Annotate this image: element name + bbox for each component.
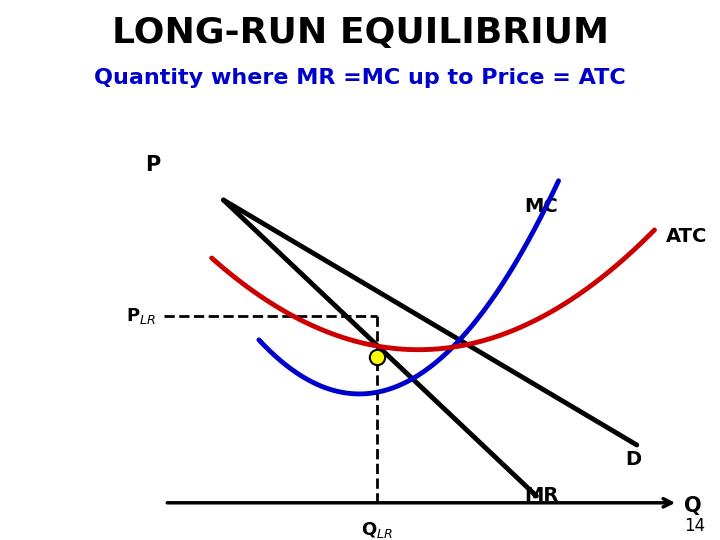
Text: LONG-RUN EQUILIBRIUM: LONG-RUN EQUILIBRIUM — [112, 16, 608, 50]
Text: MC: MC — [524, 197, 558, 215]
Text: 14: 14 — [685, 517, 706, 535]
Text: P: P — [145, 154, 161, 174]
Text: P$_{LR}$: P$_{LR}$ — [125, 306, 156, 326]
Text: MR: MR — [525, 486, 559, 505]
Text: Quantity where MR =MC up to Price = ATC: Quantity where MR =MC up to Price = ATC — [94, 68, 626, 87]
Text: ATC: ATC — [666, 227, 708, 246]
Text: D: D — [625, 450, 641, 469]
Text: Q$_{LR}$: Q$_{LR}$ — [361, 520, 393, 540]
Text: Q: Q — [684, 496, 702, 516]
